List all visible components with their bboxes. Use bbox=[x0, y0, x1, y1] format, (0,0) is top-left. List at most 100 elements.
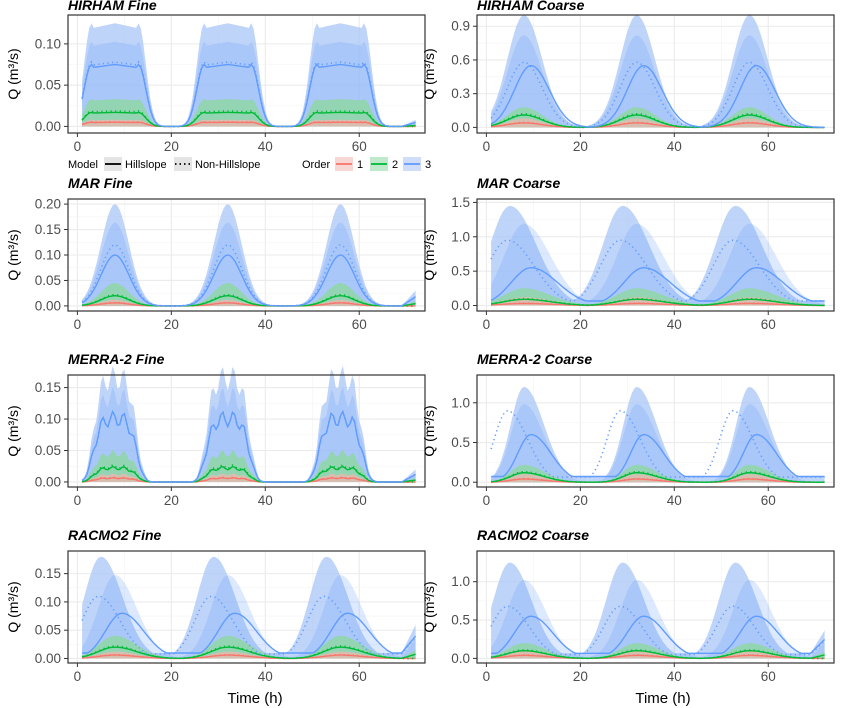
ribbon-order3-hill bbox=[491, 404, 825, 483]
line-order3-nonhillslope bbox=[81, 409, 416, 483]
line-order1-nonhillslope bbox=[491, 302, 825, 307]
line-order3-hillslope bbox=[490, 64, 825, 128]
panel-2: 0 20 40 60 0.00 0.05 0.10 0.15 0.20 Q (m³/s) MAR F… bbox=[5, 175, 426, 332]
line-order3-nonhillslope bbox=[81, 60, 416, 128]
legend-model-title: Model bbox=[68, 159, 98, 171]
y-axis-label: Q (m³/s) bbox=[421, 229, 437, 280]
y-axis-label: Q (m³/s) bbox=[5, 229, 21, 280]
y-tick-label: 1.0 bbox=[451, 395, 470, 410]
y-axis-label: Q (m³/s) bbox=[421, 405, 437, 456]
panel-1: 0 20 40 60 0.0 0.3 0.6 0.9 Q (m³/s) HIRHAM Coarse bbox=[421, 0, 835, 154]
ribbon-order1 bbox=[491, 650, 825, 659]
legend-hillslope-label: Hillslope bbox=[125, 159, 167, 171]
line-order2-hillslope bbox=[81, 111, 416, 128]
x-tick-label: 60 bbox=[761, 139, 776, 154]
panel-title: MAR Coarse bbox=[477, 175, 560, 191]
line-order3-hillslope bbox=[81, 254, 416, 307]
line-order1-nonhillslope bbox=[491, 654, 825, 660]
y-tick-label: 0.15 bbox=[35, 222, 61, 237]
x-tick-label: 0 bbox=[74, 669, 82, 684]
panel-border bbox=[476, 374, 835, 488]
legend-order1-label: 1 bbox=[357, 159, 363, 171]
x-tick-label: 0 bbox=[483, 317, 491, 332]
x-tick-label: 0 bbox=[74, 493, 82, 508]
x-tick-label: 40 bbox=[667, 493, 682, 508]
panel-border bbox=[67, 14, 426, 134]
x-tick-label: 20 bbox=[164, 669, 179, 684]
line-order3-hillslope bbox=[490, 266, 825, 302]
line-order2-nonhillslope bbox=[81, 463, 416, 483]
panel-border bbox=[476, 198, 835, 312]
line-order2-nonhillslope bbox=[490, 112, 825, 129]
y-tick-label: 0.5 bbox=[451, 435, 470, 450]
y-axis-label: Q (m³/s) bbox=[421, 48, 437, 99]
x-tick-label: 0 bbox=[483, 139, 491, 154]
x-tick-label: 20 bbox=[573, 139, 588, 154]
line-order1-nonhillslope bbox=[491, 121, 825, 129]
line-order1-nonhillslope bbox=[491, 477, 825, 483]
y-tick-label: 0.10 bbox=[35, 412, 61, 427]
line-order3-hillslope bbox=[491, 615, 826, 654]
panel-title: MERRA-2 Coarse bbox=[477, 351, 592, 367]
legend-order2-label: 2 bbox=[392, 159, 398, 171]
line-order1-nonhillslope bbox=[82, 301, 416, 307]
x-tick-label: 40 bbox=[667, 139, 682, 154]
y-axis-label: Q (m³/s) bbox=[5, 581, 21, 632]
ribbon-order3-hill bbox=[82, 222, 416, 306]
panel-title: MERRA-2 Fine bbox=[68, 351, 165, 367]
ribbon-order3-nonhill bbox=[491, 205, 825, 306]
x-tick-label: 0 bbox=[74, 317, 82, 332]
y-tick-label: 0.05 bbox=[35, 443, 61, 458]
ribbon-order1 bbox=[82, 651, 416, 659]
y-tick-label: 0.15 bbox=[35, 566, 61, 581]
ribbon-order3-hill bbox=[491, 223, 825, 306]
x-axis-label-left: Time (h) bbox=[227, 690, 282, 707]
panel-border bbox=[476, 550, 835, 664]
y-tick-label: 0.10 bbox=[35, 36, 61, 51]
panel-6: 0 20 40 60 0.00 0.05 0.10 0.15 Q (m³/s) RACMO2 Fi… bbox=[5, 527, 426, 684]
panel-title: RACMO2 Coarse bbox=[477, 527, 589, 543]
x-tick-label: 0 bbox=[483, 493, 491, 508]
x-tick-label: 60 bbox=[352, 669, 367, 684]
y-tick-label: 0.00 bbox=[35, 119, 61, 134]
line-order2-hillslope bbox=[82, 294, 416, 307]
line-order2-hillslope bbox=[491, 649, 825, 660]
x-tick-label: 60 bbox=[352, 139, 367, 154]
x-tick-label: 40 bbox=[258, 139, 273, 154]
ribbon-order3-nonhill bbox=[491, 562, 825, 659]
y-tick-label: 0.10 bbox=[35, 594, 61, 609]
x-tick-label: 20 bbox=[573, 669, 588, 684]
y-tick-label: 0.0 bbox=[451, 651, 470, 666]
x-tick-label: 40 bbox=[667, 317, 682, 332]
panel-0: 0 20 40 60 0.00 0.05 0.10 Q (m³/s) HIRHAM Fine bbox=[5, 0, 426, 154]
legend-order-title: Order bbox=[302, 159, 330, 171]
line-order2-hillslope bbox=[81, 646, 416, 660]
ribbon-order3-hill bbox=[491, 579, 825, 659]
y-tick-label: 1.0 bbox=[451, 229, 470, 244]
legend-order1-key bbox=[335, 157, 353, 171]
y-tick-label: 0.00 bbox=[35, 298, 61, 313]
x-tick-label: 40 bbox=[667, 669, 682, 684]
legend-hillslope-key bbox=[104, 157, 122, 171]
line-order3-nonhillslope bbox=[490, 239, 825, 302]
x-tick-label: 40 bbox=[258, 493, 273, 508]
panel-border bbox=[67, 550, 426, 664]
y-tick-label: 0.0 bbox=[451, 298, 470, 313]
line-order3-nonhillslope bbox=[81, 595, 417, 655]
ribbon-order3-nonhill bbox=[82, 556, 416, 659]
ribbon-order3-nonhill bbox=[491, 15, 825, 128]
y-tick-label: 0.0 bbox=[451, 120, 470, 135]
x-tick-label: 40 bbox=[258, 317, 273, 332]
x-tick-label: 60 bbox=[761, 317, 776, 332]
x-tick-label: 60 bbox=[352, 317, 367, 332]
ribbon-order1 bbox=[491, 118, 825, 128]
line-order3-hillslope bbox=[81, 63, 416, 128]
y-axis-label: Q (m³/s) bbox=[5, 48, 21, 99]
y-axis-label: Q (m³/s) bbox=[5, 405, 21, 456]
y-tick-label: 1.5 bbox=[451, 195, 470, 210]
line-order1-nonhillslope bbox=[81, 121, 416, 128]
y-tick-label: 0.00 bbox=[35, 474, 61, 489]
line-order1-hillslope bbox=[82, 476, 416, 483]
y-tick-label: 0.6 bbox=[451, 52, 470, 67]
